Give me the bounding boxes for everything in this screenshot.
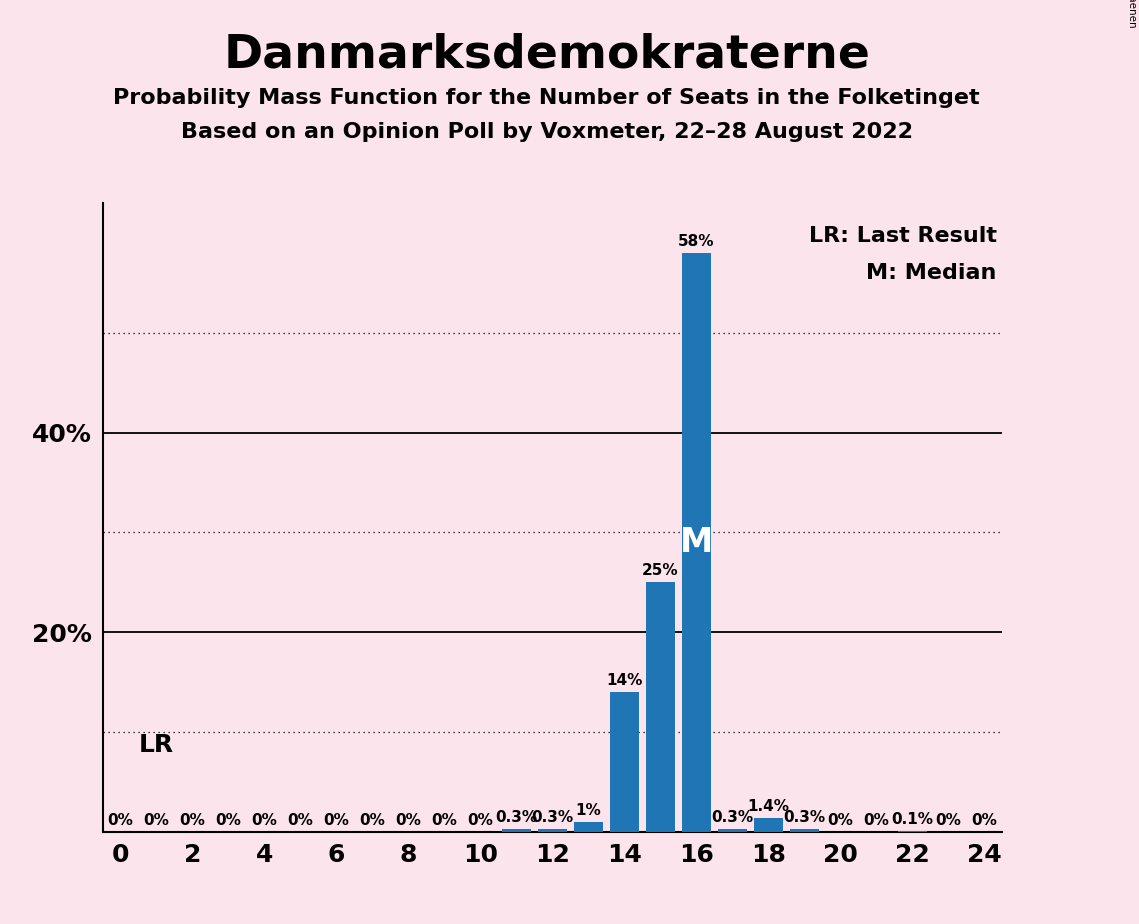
Text: 0%: 0% [144,812,170,828]
Bar [682,253,711,832]
Text: 0%: 0% [827,812,853,828]
Bar [502,829,531,832]
Text: 0.3%: 0.3% [712,809,753,824]
Text: 0%: 0% [972,812,998,828]
Text: 14%: 14% [606,673,642,688]
Text: 0%: 0% [215,812,241,828]
Text: 25%: 25% [642,564,679,578]
Bar [611,692,639,832]
Text: 0%: 0% [287,812,313,828]
Text: 0.1%: 0.1% [892,811,933,827]
Bar [718,829,747,832]
Text: LR: LR [139,733,173,757]
Text: M: M [680,526,713,559]
Text: 0%: 0% [252,812,278,828]
Text: 0%: 0% [935,812,961,828]
Text: M: Median: M: Median [867,263,997,284]
Text: 0%: 0% [360,812,385,828]
Bar [898,831,927,832]
Text: Probability Mass Function for the Number of Seats in the Folketinget: Probability Mass Function for the Number… [114,88,980,108]
Text: 0.3%: 0.3% [495,809,538,824]
Text: 0%: 0% [432,812,458,828]
Bar [574,821,603,832]
Bar [754,818,782,832]
Text: 0%: 0% [323,812,350,828]
Text: © 2022 Filip van Laenen: © 2022 Filip van Laenen [1126,0,1137,28]
Text: 1%: 1% [575,803,601,818]
Text: 0%: 0% [467,812,493,828]
Text: Danmarksdemokraterne: Danmarksdemokraterne [223,32,870,78]
Text: 0%: 0% [180,812,205,828]
Text: Based on an Opinion Poll by Voxmeter, 22–28 August 2022: Based on an Opinion Poll by Voxmeter, 22… [181,122,912,142]
Text: 0%: 0% [395,812,421,828]
Bar [646,582,674,832]
Bar [790,829,819,832]
Bar [538,829,567,832]
Text: 0%: 0% [863,812,890,828]
Text: 1.4%: 1.4% [747,798,789,814]
Text: 58%: 58% [678,234,714,249]
Text: 0.3%: 0.3% [532,809,573,824]
Text: 0%: 0% [107,812,133,828]
Text: 0.3%: 0.3% [784,809,826,824]
Text: LR: Last Result: LR: Last Result [809,226,997,247]
